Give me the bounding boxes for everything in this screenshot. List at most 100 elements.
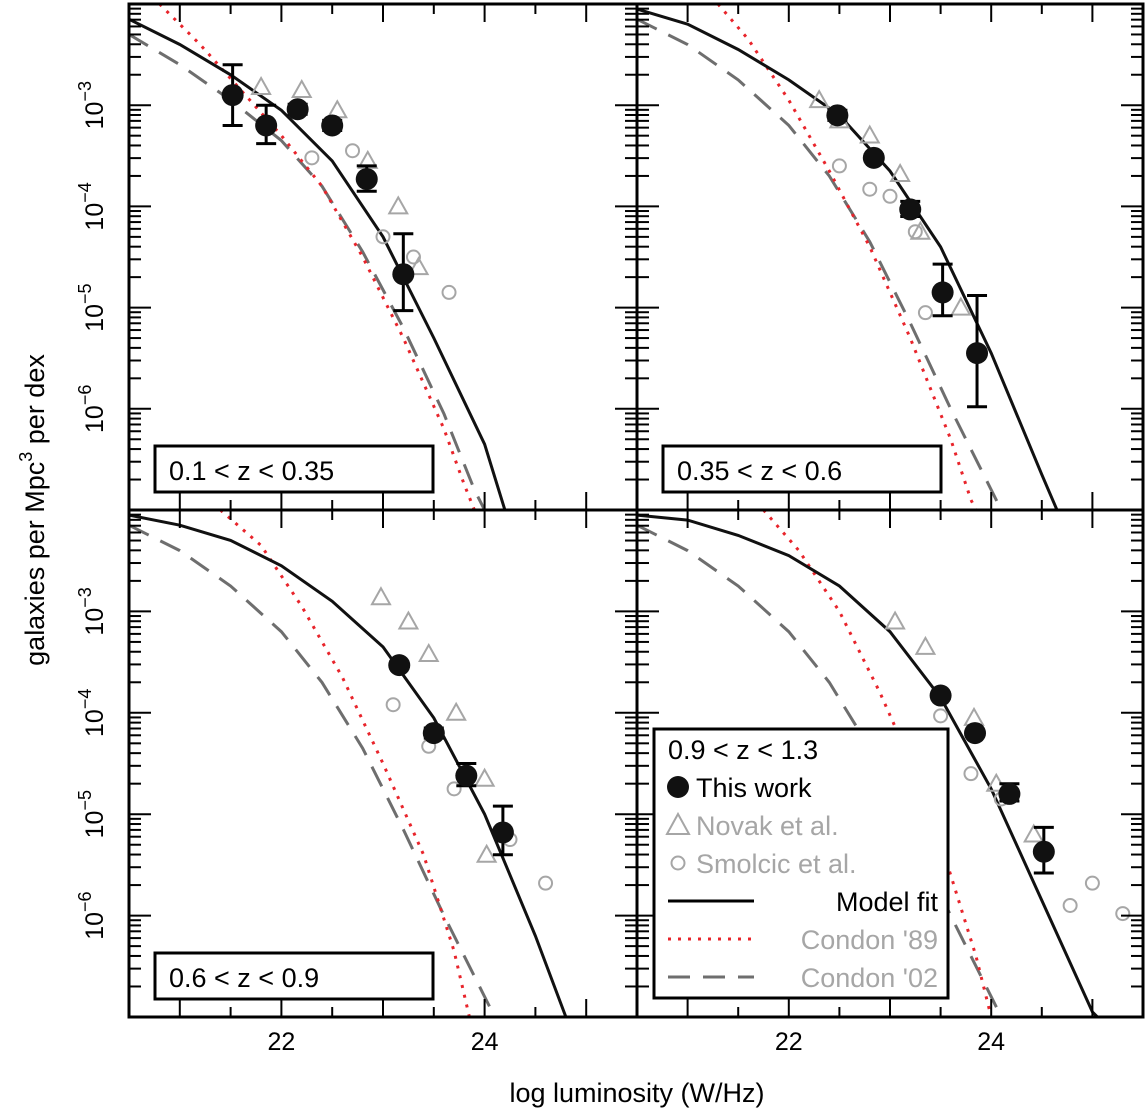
redshift-label: 0.6 < z < 0.9: [169, 963, 319, 993]
novak-point: [473, 767, 496, 787]
smolcic-point: [907, 224, 923, 240]
smolcic-point: [933, 708, 949, 724]
y-tick-base: 10: [81, 304, 109, 332]
legend-label: Smolcic et al.: [696, 849, 857, 879]
x-tick-label: 24: [977, 1028, 1005, 1056]
smolcic-point: [831, 158, 847, 174]
novak-point: [250, 75, 272, 95]
novak-point: [475, 843, 498, 863]
condon-02-line: [637, 523, 1003, 1017]
y-tick-base: 10: [81, 102, 109, 130]
legend-symbol-smolcic: [670, 855, 686, 871]
y-axis-label-superscript: 3: [16, 452, 36, 462]
condon-02-line: [637, 17, 1003, 510]
this-work-point: [355, 168, 378, 191]
redshift-label: 0.35 < z < 0.6: [677, 456, 842, 486]
y-tick-exponent: −6: [75, 385, 95, 406]
y-tick-label: 10−6: [75, 385, 109, 433]
this-work-point: [221, 84, 244, 107]
model-fit-line: [129, 17, 507, 510]
condon-02-line: [129, 523, 497, 1017]
novak-point: [950, 296, 972, 316]
legend-label: This work: [696, 773, 812, 803]
smolcic-point: [375, 229, 391, 245]
redshift-label: 0.1 < z < 0.35: [169, 456, 334, 486]
condon-89-line: [716, 4, 978, 510]
novak-point: [387, 195, 409, 215]
novak-point: [909, 220, 932, 240]
y-tick-base: 10: [81, 405, 109, 433]
y-axis-label: galaxies per Mpc3 per dex: [16, 354, 50, 666]
x-axis-label: log luminosity (W/Hz): [509, 1078, 764, 1108]
y-tick-label: 10−5: [75, 283, 109, 331]
smolcic-point: [1115, 906, 1131, 922]
this-work-point: [826, 104, 849, 127]
redshift-label-box: [153, 444, 435, 494]
y-tick-base: 10: [81, 203, 109, 231]
novak-point: [859, 124, 881, 144]
this-work-point: [966, 342, 989, 365]
panel-3: 0.6 < z < 0.9: [127, 508, 639, 1019]
this-work-point: [998, 782, 1021, 805]
this-work-point: [929, 684, 952, 707]
this-work-point: [286, 98, 309, 121]
this-work-point: [491, 821, 514, 844]
redshift-label-box: [661, 444, 943, 494]
condon-89-line: [219, 510, 471, 1017]
smolcic-point: [446, 781, 462, 797]
y-tick-label: 10−6: [75, 891, 109, 939]
y-tick-exponent: −6: [75, 891, 95, 912]
panel-frame: [635, 2, 1145, 512]
legend-entry: Novak et al.: [665, 811, 839, 841]
model-fit-line: [637, 513, 1099, 1017]
legend-entry: Condon '02: [668, 963, 938, 993]
y-tick-base: 10: [81, 811, 109, 839]
novak-point: [914, 635, 937, 655]
legend-entry: This work: [667, 773, 812, 803]
novak-point: [445, 701, 467, 721]
x-tick-label: 22: [775, 1028, 803, 1056]
legend-entry: Model fit: [668, 887, 938, 917]
y-tick-exponent: −4: [75, 689, 95, 710]
plot-area: [129, 4, 507, 510]
this-work-point: [388, 654, 411, 677]
novak-point: [1022, 823, 1045, 843]
y-tick-base: 10: [81, 709, 109, 737]
smolcic-point: [862, 181, 878, 197]
legend-label: Condon '89: [801, 925, 938, 955]
smolcic-point: [385, 697, 401, 713]
this-work-point: [899, 198, 922, 221]
this-work-point: [321, 114, 344, 137]
panels: 0.1 < z < 0.35 0.35 < z < 0.6 0.6 < z < 0.…: [127, 2, 1145, 1019]
smolcic-point: [304, 150, 320, 166]
smolcic-point: [1084, 875, 1100, 891]
y-tick-label: 10−3: [75, 81, 109, 129]
y-tick-exponent: −3: [75, 81, 95, 102]
smolcic-point: [882, 188, 898, 204]
novak-point: [418, 642, 440, 662]
panel-2: 0.35 < z < 0.6: [635, 2, 1145, 512]
legend-entry: Smolcic et al.: [670, 849, 857, 879]
this-work-point: [422, 722, 445, 745]
plot-area: [637, 510, 1131, 1017]
y-axis-label-main: galaxies per Mpc: [20, 462, 50, 666]
legend-label: Novak et al.: [696, 811, 839, 841]
y-tick-label: 10−4: [75, 689, 109, 737]
novak-point: [808, 89, 830, 109]
legend: 0.9 < z < 1.3 This work Novak et al. Smolci…: [652, 727, 950, 1000]
legend-entry: Condon '89: [668, 925, 938, 955]
y-tick-labels: 10−310−410−510−610−310−410−510−6: [75, 81, 109, 940]
this-work-point: [392, 263, 415, 286]
plot-area: [637, 4, 1059, 510]
y-tick-exponent: −5: [75, 790, 95, 811]
model-fit-line: [129, 513, 568, 1017]
smolcic-point: [405, 249, 421, 265]
y-tick-base: 10: [81, 608, 109, 636]
y-axis-label-tail: per dex: [20, 354, 50, 452]
panel-frame: [127, 508, 639, 1019]
legend-symbol-this-work: [667, 776, 689, 798]
y-tick-exponent: −4: [75, 182, 95, 203]
this-work-point: [455, 764, 478, 787]
legend-label: Condon '02: [801, 963, 938, 993]
condon-89-line: [158, 4, 476, 510]
